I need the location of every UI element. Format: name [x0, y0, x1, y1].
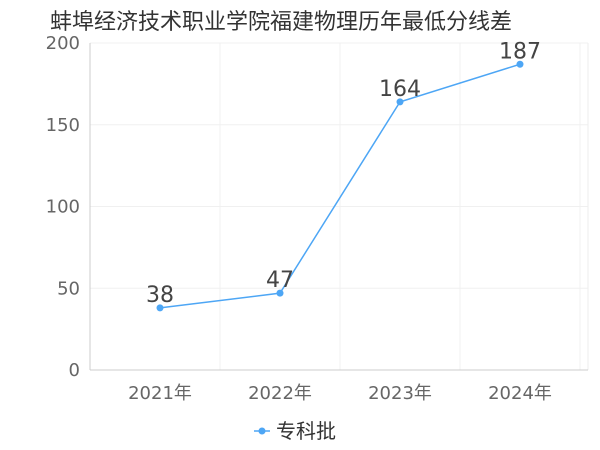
y-tick-label: 0 [69, 360, 80, 381]
y-tick-label: 100 [46, 197, 80, 218]
x-tick-label: 2023年 [368, 383, 432, 404]
data-label: 47 [266, 268, 294, 293]
x-tick-label: 2022年 [248, 383, 312, 404]
legend: 专科批 [254, 419, 336, 443]
y-tick-label: 200 [46, 33, 80, 54]
series-layer [156, 60, 524, 312]
y-tick-labels: 0 50 100 150 200 [46, 33, 80, 381]
data-point [156, 304, 164, 312]
grid-lines [90, 42, 589, 370]
data-label: 187 [499, 39, 541, 64]
axes [89, 43, 588, 371]
x-tick-labels: 2021年 2022年 2023年 2024年 [128, 383, 552, 404]
data-labels: 38 47 164 187 [146, 39, 541, 308]
data-point [516, 60, 524, 68]
data-point [276, 289, 284, 297]
x-tick-label: 2021年 [128, 383, 192, 404]
legend-marker [258, 427, 266, 435]
data-point [396, 98, 404, 106]
y-tick-label: 50 [57, 278, 80, 299]
legend-label: 专科批 [276, 419, 336, 443]
series-line [159, 63, 521, 309]
y-tick-label: 150 [46, 115, 80, 136]
x-tick-label: 2024年 [488, 383, 552, 404]
chart-title: 蚌埠经济技术职业学院福建物理历年最低分线差 [50, 10, 513, 35]
data-label: 38 [146, 283, 174, 308]
data-label: 164 [379, 77, 421, 102]
